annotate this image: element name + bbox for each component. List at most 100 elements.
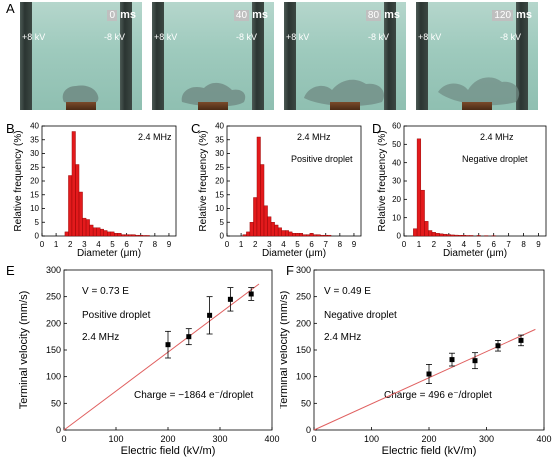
histogram-bar <box>96 227 101 237</box>
y-axis-label: Relative frequency (%) <box>198 130 209 231</box>
y-tick-label: 35 <box>215 135 224 144</box>
x-tick-label: 0 <box>311 434 316 444</box>
frame-120ms: +8 kV -8 kV 120 ms <box>416 2 538 110</box>
data-point <box>165 342 171 348</box>
x-tick-label: 5 <box>477 240 482 249</box>
left-voltage-label: +8 kV <box>286 32 310 42</box>
chart-annotation: 2.4 MHz <box>82 332 119 343</box>
histogram-bar <box>131 234 136 237</box>
x-tick-label: 7 <box>139 240 144 249</box>
y-tick-label: 30 <box>392 177 401 186</box>
y-tick-label: 10 <box>30 204 39 213</box>
panel-label-b: B <box>6 121 15 136</box>
y-tick-label: 20 <box>215 177 224 186</box>
x-tick-label: 7 <box>324 240 329 249</box>
chart-annotation: Charge = −1864 e⁻/droplet <box>134 390 253 401</box>
histogram-bar <box>306 234 311 237</box>
fit-line <box>313 328 536 431</box>
histogram-bar <box>75 164 80 237</box>
histogram-bar <box>114 233 119 237</box>
histogram-bar <box>469 235 474 237</box>
x-tick-label: 0 <box>225 240 230 249</box>
nozzle-base <box>198 102 228 110</box>
histogram-bar <box>117 233 122 237</box>
x-tick-label: 2 <box>432 240 437 249</box>
data-point <box>472 358 478 364</box>
histogram-bar <box>145 235 150 237</box>
right-voltage-label: -8 kV <box>236 32 258 42</box>
x-axis-label: Diameter (μm) <box>262 248 326 259</box>
frame-0ms: +8 kV -8 kV 0 ms <box>20 2 142 110</box>
panel-label-d: D <box>372 121 382 136</box>
histogram-bar <box>92 227 97 237</box>
droplet-plume <box>181 82 246 107</box>
y-tick-label: 15 <box>215 190 224 199</box>
histogram-bar <box>416 138 422 237</box>
x-tick-label: 2 <box>68 240 73 249</box>
x-axis-label: Diameter (μm) <box>77 248 141 259</box>
histogram-bar <box>313 234 318 237</box>
histogram-bar <box>249 222 254 237</box>
y-axis-label: Relative frequency (%) <box>377 130 388 231</box>
x-tick-label: 0 <box>40 240 45 249</box>
histogram-bar <box>256 136 261 237</box>
y-tick-label: 200 <box>46 318 61 328</box>
histogram-bar <box>277 227 282 237</box>
histogram-bar <box>288 231 293 237</box>
histogram-bar <box>71 131 76 237</box>
chart-annotation: Negative droplet <box>462 154 528 164</box>
y-tick-label: 300 <box>46 265 61 275</box>
x-tick-label: 3 <box>447 240 452 249</box>
right-electrode <box>384 2 396 110</box>
histogram-bar <box>413 228 418 237</box>
y-tick-label: 40 <box>392 158 401 167</box>
data-point <box>518 337 524 343</box>
y-tick-label: 40 <box>215 122 224 131</box>
chart-annotation: Charge = 496 e⁻/droplet <box>384 390 492 401</box>
y-axis-label: Terminal velocity (mm/s) <box>18 291 30 410</box>
chart-annotation: Positive droplet <box>291 154 353 164</box>
histogram-bar <box>295 233 300 237</box>
frame-80ms: +8 kV -8 kV 80 ms <box>284 2 406 110</box>
x-tick-label: 3 <box>267 240 272 249</box>
x-tick-label: 8 <box>338 240 343 249</box>
x-tick-label: 9 <box>352 240 357 249</box>
histogram-bar <box>99 228 104 237</box>
histogram-bar <box>309 233 314 237</box>
histogram-bar <box>443 233 448 237</box>
nozzle-base <box>66 102 96 110</box>
x-tick-label: 200 <box>421 434 436 444</box>
x-tick-label: 200 <box>160 434 175 444</box>
histogram-bar <box>78 191 83 237</box>
right-voltage-label: -8 kV <box>500 32 522 42</box>
fit-line <box>63 283 260 431</box>
droplet-plume <box>304 79 385 107</box>
histogram-bar <box>420 189 425 237</box>
chart-annotation: 2.4 MHz <box>297 132 331 142</box>
time-stamp: 0 ms <box>107 9 136 21</box>
x-tick-label: 0 <box>61 434 66 444</box>
y-tick-label: 10 <box>215 204 224 213</box>
y-tick-label: 5 <box>35 218 40 227</box>
x-tick-label: 300 <box>479 434 494 444</box>
x-tick-label: 7 <box>506 240 511 249</box>
histogram-bar <box>327 234 332 237</box>
data-point <box>426 371 432 377</box>
x-tick-label: 400 <box>264 434 279 444</box>
panel-label-c: C <box>191 121 201 136</box>
histogram-bar <box>299 233 304 237</box>
left-electrode <box>284 2 296 110</box>
data-point <box>449 357 455 363</box>
histogram-bar <box>128 234 133 237</box>
y-tick-label: 0 <box>35 232 40 241</box>
time-stamp: 40 ms <box>233 9 268 21</box>
chart-annotation: 2.4 MHz <box>480 132 514 142</box>
y-tick-label: 250 <box>296 292 311 302</box>
histogram-bar <box>263 205 268 237</box>
histogram-bar <box>274 224 279 237</box>
y-tick-label: 150 <box>296 345 311 355</box>
x-tick-label: 9 <box>167 240 172 249</box>
frame-40ms: +8 kV -8 kV 40 ms <box>152 2 274 110</box>
histogram-bar <box>267 216 272 237</box>
